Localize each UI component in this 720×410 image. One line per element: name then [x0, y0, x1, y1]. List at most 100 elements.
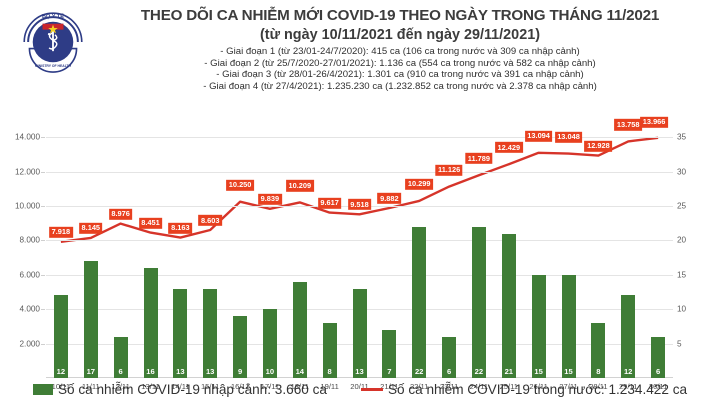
line-value-label: 12.429 [494, 142, 523, 154]
grid-line [46, 137, 673, 139]
y-axis-left-tickmark [41, 137, 45, 139]
line-value-label: 9.882 [377, 192, 402, 204]
bar-value-label: 22 [474, 367, 484, 376]
logo-text-bottom: MINISTRY OF HEALTH [35, 64, 72, 68]
x-axis-tick-label: 22/11 [409, 382, 429, 391]
line-value-label: 10.250 [226, 179, 254, 191]
x-axis-tick-label: 25/11 [499, 382, 519, 391]
bar-imported-cases[interactable]: 6 [651, 336, 666, 378]
bar-imported-cases[interactable]: 6 [113, 336, 128, 378]
phase-list: - Giai đoạn 1 (từ 23/01-24/7/2020): 415 … [96, 46, 704, 92]
bar-imported-cases[interactable]: 8 [591, 323, 606, 378]
bar-value-label: 12 [56, 367, 66, 376]
legend-item-imported[interactable]: Số ca nhiễm COVID-19 nhập cảnh: 3.660 ca [32, 382, 327, 397]
bar-imported-cases[interactable]: 8 [322, 323, 337, 378]
bar-value-label: 15 [534, 367, 543, 376]
phase-line: - Giai đoạn 3 (từ 28/01-26/4/2021): 1.30… [216, 69, 584, 81]
line-value-label: 9.617 [317, 197, 342, 209]
x-axis-tick-label: 30/11 [648, 382, 668, 391]
chart-header: BỘ Y TẾ MINISTRY OF HEALTH THEO DÕI CA N… [0, 0, 720, 118]
grid-line [46, 171, 673, 173]
bar-imported-cases[interactable]: 6 [442, 336, 457, 378]
x-axis-tick-label: 23/11 [439, 382, 459, 391]
y-axis-left-tickmark [41, 274, 45, 276]
bar-imported-cases[interactable]: 15 [531, 274, 546, 378]
x-axis-tick-label: 14/11 [171, 382, 190, 391]
legend-label-domestic: Số ca nhiễm COVID-19 trong nước: 1.234.4… [387, 382, 688, 397]
y-axis-left-tickmark [41, 171, 45, 173]
bar-value-label: 10 [265, 367, 275, 376]
y-axis-left-tickmark [41, 343, 45, 345]
grid-line [46, 274, 673, 276]
bar-value-label: 13 [176, 367, 185, 376]
y-axis-left-tick: 10.000 [14, 201, 40, 211]
bar-value-label: 8 [327, 367, 332, 376]
bar-imported-cases[interactable]: 10 [262, 309, 277, 378]
x-axis-tick-label: 13/11 [141, 382, 160, 391]
x-axis-tick-label: 16/11 [230, 382, 250, 391]
bar-imported-cases[interactable]: 16 [143, 267, 158, 378]
domestic-cases-line [60, 136, 659, 243]
bar-imported-cases[interactable]: 22 [412, 226, 427, 378]
bar-value-label: 22 [414, 367, 424, 376]
line-value-label: 12.928 [584, 140, 613, 152]
bar-value-label: 14 [295, 367, 305, 376]
line-value-label: 11.126 [435, 164, 463, 176]
bar-imported-cases[interactable]: 17 [83, 261, 98, 378]
bar-imported-cases[interactable]: 9 [233, 316, 248, 378]
y-axis-right-tick: 20 [677, 235, 687, 245]
y-axis-left-tick: 2.000 [19, 339, 41, 349]
line-value-label: 13.966 [640, 116, 668, 128]
bar-imported-cases[interactable]: 13 [173, 288, 188, 378]
phase-line: - Giai đoạn 2 (từ 25/7/2020-27/01/2021):… [204, 57, 596, 69]
combo-chart: 2.000 4.000 6.000 8.000 10.000 12.000 14.000 5… [0, 112, 720, 410]
line-value-label: 10.209 [285, 180, 314, 192]
bar-imported-cases[interactable]: 12 [621, 295, 636, 378]
line-value-label: 8.451 [138, 217, 163, 229]
y-axis-right-tick: 15 [677, 270, 687, 280]
bar-value-label: 7 [387, 367, 392, 376]
x-axis-tick-label: 24/11 [469, 382, 489, 391]
line-value-label: 8.603 [198, 214, 223, 226]
y-axis-left-tickmark [41, 206, 45, 207]
page-subtitle: (từ ngày 10/11/2021 đến ngày 29/11/2021) [259, 27, 540, 43]
bar-value-label: 13 [205, 367, 215, 376]
x-axis-tick-label: 19/11 [320, 382, 339, 391]
line-value-label: 8.163 [168, 222, 193, 234]
y-axis-left-tick: 8.000 [19, 235, 41, 245]
y-axis-left-tick: 14.000 [14, 132, 40, 142]
y-axis-right-tick: 10 [677, 304, 687, 314]
x-axis-tick-label: 21/11 [380, 382, 399, 391]
bar-imported-cases[interactable]: 7 [382, 329, 397, 378]
line-value-label: 7.918 [49, 226, 73, 238]
bar-imported-cases[interactable]: 13 [352, 288, 367, 378]
phase-line: - Giai đoạn 4 (từ 27/4/2021): 1.235.230 … [203, 80, 597, 92]
legend-item-domestic[interactable]: Số ca nhiễm COVID-19 trong nước: 1.234.4… [360, 382, 688, 397]
bar-imported-cases[interactable]: 12 [53, 295, 68, 378]
line-value-label: 13.094 [524, 130, 553, 142]
bar-value-label: 12 [623, 367, 633, 376]
bar-imported-cases[interactable]: 13 [203, 288, 218, 378]
legend-label-imported: Số ca nhiễm COVID-19 nhập cảnh: 3.660 ca [57, 382, 327, 397]
bar-imported-cases[interactable]: 14 [292, 281, 307, 378]
plot-area: 12 17 6 16 13 13 9 10 14 8 13 7 22 6 22 21 15 15 8 12 6 10/11… [46, 116, 673, 391]
chart-legend: Số ca nhiễm COVID-19 nhập cảnh: 3.660 ca… [0, 382, 720, 397]
logo-text-top: BỘ Y TẾ [42, 12, 64, 20]
y-axis-left-tick: 4.000 [19, 304, 41, 314]
x-axis-tick-label: 12/11 [111, 382, 130, 391]
y-axis-right-tick: 5 [677, 339, 682, 349]
bar-imported-cases[interactable]: 15 [561, 274, 576, 378]
y-axis-left-tick: 6.000 [19, 270, 41, 280]
phase-line: - Giai đoạn 1 (từ 23/01-24/7/2020): 415 … [220, 46, 580, 57]
bar-imported-cases[interactable]: 22 [471, 226, 486, 378]
bar-value-label: 13 [355, 367, 364, 376]
line-value-label: 8.145 [78, 222, 103, 234]
x-axis-tick-label: 10/11 [51, 382, 71, 391]
legend-bar-swatch-icon [32, 384, 53, 395]
y-axis-right-tick: 35 [677, 132, 687, 142]
x-axis-tick-label: 26/11 [529, 382, 548, 391]
line-value-label: 13.048 [554, 131, 583, 143]
x-axis-tick-label: 11/11 [81, 382, 100, 391]
bar-value-label: 16 [146, 367, 155, 376]
bar-imported-cases[interactable]: 21 [501, 233, 516, 378]
